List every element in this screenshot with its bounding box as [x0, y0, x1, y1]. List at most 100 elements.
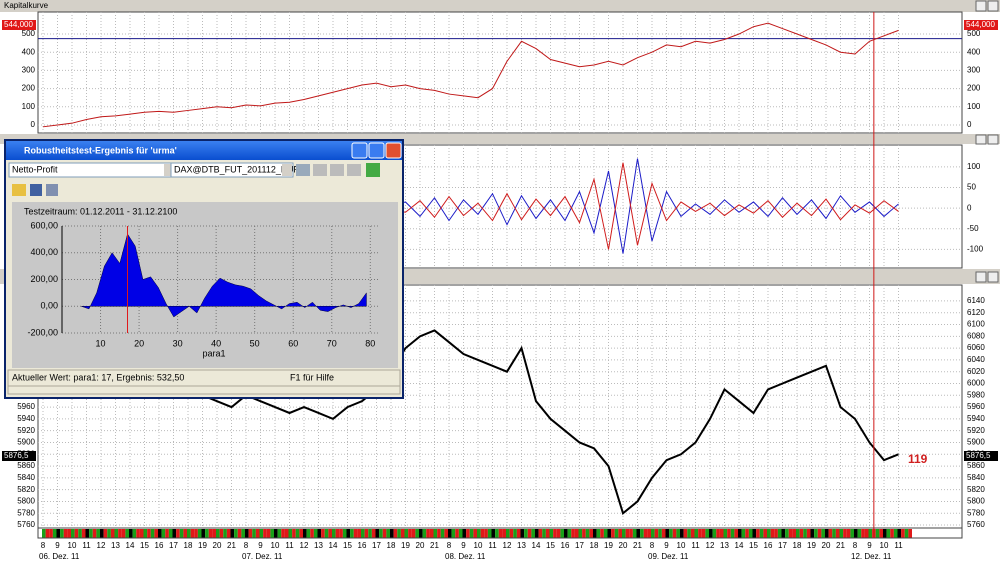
- tool-button[interactable]: [313, 164, 327, 176]
- signal-cell: [864, 529, 869, 538]
- signal-cell: [596, 529, 601, 538]
- signal-cell: [317, 529, 322, 538]
- signal-cell: [150, 529, 155, 538]
- dropdown-arrow[interactable]: [282, 164, 292, 176]
- signal-cell: [658, 529, 662, 538]
- x-tick-label: 10: [677, 541, 686, 550]
- exit-button[interactable]: [366, 163, 380, 177]
- minimize-button[interactable]: [975, 271, 987, 283]
- signal-cell: [556, 529, 561, 538]
- signal-cell: [756, 529, 760, 538]
- tool-button[interactable]: [296, 164, 310, 176]
- x-tick-label: 11: [691, 541, 700, 550]
- x-tick-label: 21: [227, 541, 236, 550]
- dropdown-arrow[interactable]: [164, 164, 174, 176]
- signal-cell: [745, 529, 749, 538]
- signal-cell: [350, 529, 354, 538]
- close-button[interactable]: [987, 0, 999, 12]
- signal-cell: [78, 529, 82, 538]
- minimize-button[interactable]: [351, 142, 368, 159]
- signal-cell: [277, 529, 282, 538]
- signal-cell: [694, 529, 699, 538]
- copy-button[interactable]: [46, 184, 58, 196]
- dropdown[interactable]: [170, 162, 294, 178]
- signal-cell: [727, 529, 731, 538]
- signal-cell: [154, 529, 158, 538]
- dialog: Robustheitstest-Ergebnis für 'urma' Nett…: [4, 139, 404, 399]
- save-button[interactable]: [30, 184, 42, 196]
- value-badge-text: 5876,5: [4, 451, 29, 460]
- value-badge: [2, 20, 36, 30]
- signal-cell: [390, 529, 394, 538]
- x-tick-label: 11: [285, 541, 294, 550]
- signal-cell: [440, 529, 445, 538]
- signal-cell: [785, 529, 789, 538]
- signal-cell: [118, 529, 122, 538]
- date-label: 12. Dez. 11: [851, 552, 892, 561]
- value-badge: [2, 451, 36, 461]
- signal-cell: [205, 529, 209, 538]
- x-tick-label: 8: [244, 541, 249, 550]
- signal-cell: [226, 529, 231, 538]
- signal-cell: [266, 529, 271, 538]
- y-tick-label: 5900: [967, 438, 985, 447]
- signal-cell: [339, 529, 343, 538]
- minimize-button[interactable]: [975, 0, 987, 12]
- signal-cell: [397, 529, 401, 538]
- signal-cell: [495, 529, 499, 538]
- signal-cell: [179, 529, 184, 538]
- signal-cell: [292, 529, 296, 538]
- y-tick-label: 5820: [967, 485, 985, 494]
- tool-button[interactable]: [347, 164, 361, 176]
- signal-cell: [854, 529, 858, 538]
- x-tick-label: 10: [96, 338, 106, 348]
- x-tick-label: 10: [880, 541, 889, 550]
- x-tick-label: 10: [271, 541, 280, 550]
- close-button[interactable]: [987, 271, 999, 283]
- signal-cell: [448, 529, 452, 538]
- signal-cell: [404, 529, 409, 538]
- signal-cell: [382, 529, 387, 538]
- signal-cell: [295, 529, 300, 538]
- signal-strip: [42, 529, 912, 538]
- signal-cell: [908, 529, 912, 538]
- x-tick-label: 15: [140, 541, 149, 550]
- signal-cell: [516, 529, 521, 538]
- minimize-button[interactable]: [975, 134, 987, 145]
- y-tick-label: 0: [31, 120, 36, 129]
- y-tick-label: 6080: [967, 331, 985, 340]
- y-tick-label: 500: [22, 29, 36, 38]
- signal-cell: [400, 529, 405, 538]
- x-tick-label: 17: [575, 541, 584, 550]
- signal-cell: [643, 529, 648, 538]
- maximize-button[interactable]: [368, 142, 385, 159]
- signal-cell: [168, 529, 173, 538]
- close-button[interactable]: [987, 134, 999, 145]
- tool-button[interactable]: [330, 164, 344, 176]
- open-button[interactable]: [12, 184, 26, 196]
- signal-cell: [219, 529, 224, 538]
- signal-cell: [611, 529, 615, 538]
- x-tick-label: 19: [401, 541, 410, 550]
- plot-frame: [37, 11, 963, 134]
- signal-cell: [770, 529, 775, 538]
- signal-cell: [437, 529, 441, 538]
- signal-cell: [466, 529, 470, 538]
- signal-cell: [234, 529, 238, 538]
- signal-cell: [216, 529, 220, 538]
- signal-cell: [709, 529, 713, 538]
- signal-cell: [632, 529, 637, 538]
- signal-cell: [92, 529, 97, 538]
- x-tick-label: 20: [213, 541, 222, 550]
- signal-cell: [491, 529, 496, 538]
- x-tick-label: 10: [474, 541, 483, 550]
- y-tick-label: -100: [967, 245, 984, 254]
- close-button[interactable]: [385, 142, 402, 159]
- x-tick-label: 9: [664, 541, 669, 550]
- x-tick-label: 8: [41, 541, 46, 550]
- signal-cell: [542, 529, 546, 538]
- signal-cell: [346, 529, 351, 538]
- signal-cell: [636, 529, 641, 538]
- y-tick-label: 6120: [967, 308, 985, 317]
